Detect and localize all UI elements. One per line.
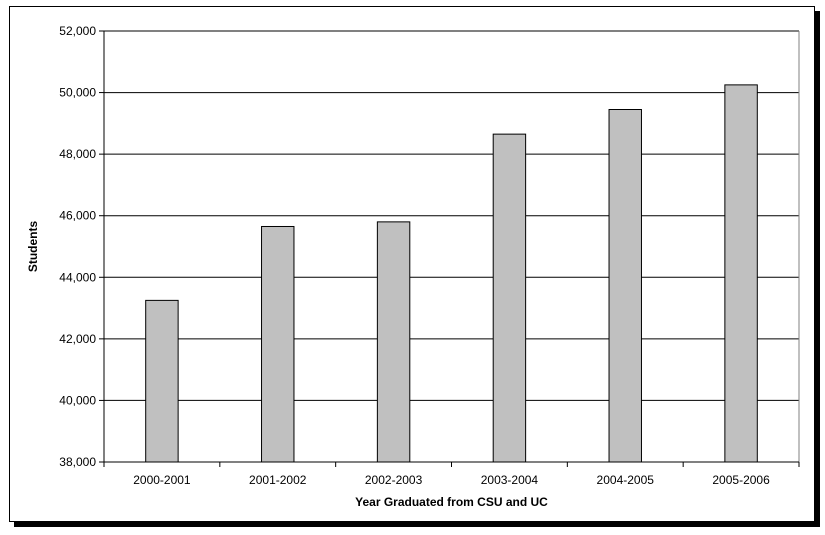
tick-labels: 38,000 40,000 42,000 44,000 46,000 48,000 50,0… — [59, 24, 770, 487]
y-tick-label: 52,000 — [59, 24, 96, 38]
y-tick-label: 38,000 — [59, 455, 96, 469]
y-tick-label: 44,000 — [59, 270, 96, 284]
y-tick-label: 42,000 — [59, 332, 96, 346]
y-tick-label: 48,000 — [59, 147, 96, 161]
x-tick-label: 2005-2006 — [712, 473, 770, 487]
bar — [376, 221, 411, 463]
y-tick-label: 46,000 — [59, 209, 96, 223]
x-tick-label: 2002-2003 — [365, 473, 423, 487]
y-tick-label: 50,000 — [59, 86, 96, 100]
bar — [145, 299, 179, 463]
chart-frame: 38,000 40,000 42,000 44,000 46,000 48,000 50,0… — [9, 6, 815, 522]
x-axis-title: Year Graduated from CSU and UC — [355, 495, 548, 509]
bars — [145, 84, 758, 463]
axes — [99, 30, 800, 467]
x-tick-label: 2003-2004 — [481, 473, 539, 487]
bar — [492, 133, 527, 463]
bar — [724, 84, 758, 463]
x-tick-label: 2004-2005 — [597, 473, 655, 487]
x-tick-label: 2001-2002 — [249, 473, 307, 487]
bar-chart: 38,000 40,000 42,000 44,000 46,000 48,000 50,0… — [26, 24, 800, 509]
y-axis-title: Students — [26, 221, 40, 273]
bar — [261, 225, 295, 463]
bar — [608, 109, 642, 463]
x-tick-label: 2000-2001 — [133, 473, 191, 487]
y-tick-label: 40,000 — [59, 393, 96, 407]
gridlines — [104, 30, 799, 463]
